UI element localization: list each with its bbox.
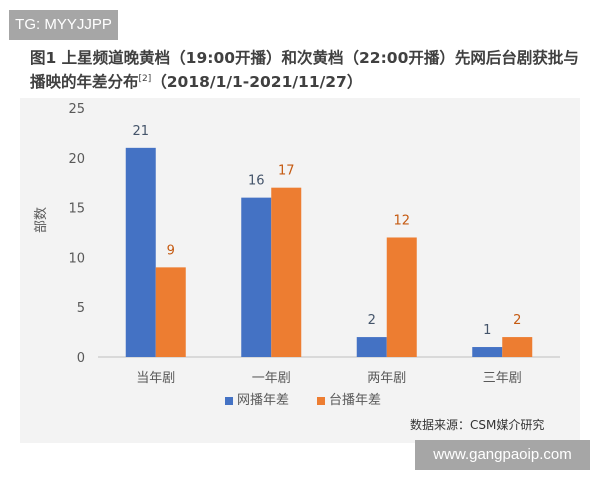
legend-swatch <box>225 396 233 405</box>
bar <box>125 147 156 357</box>
y-tick-label: 5 <box>77 301 85 316</box>
legend-swatch <box>317 396 326 405</box>
y-tick-label: 25 <box>68 102 85 117</box>
bar <box>241 197 272 357</box>
bar <box>155 267 186 357</box>
chart-title: 图1 上星频道晚黄档（19:00开播）和次黄档（22:00开播）先网后台剧获批与… <box>30 49 579 92</box>
bar <box>502 337 533 357</box>
legend-item-online: 网播年差 <box>225 389 289 408</box>
watermark-bottom: www.gangpaoip.com <box>415 440 590 470</box>
y-tick-label: 15 <box>68 202 85 217</box>
data-label: 2 <box>513 313 521 328</box>
data-label: 17 <box>278 164 295 179</box>
x-tick-label: 三年剧 <box>483 371 522 386</box>
data-label: 16 <box>248 174 265 189</box>
bar <box>472 347 503 357</box>
data-label: 2 <box>368 313 376 328</box>
data-label: 12 <box>393 213 410 228</box>
x-tick-label: 两年剧 <box>367 371 406 386</box>
data-label: 21 <box>132 124 149 139</box>
y-tick-label: 20 <box>68 152 85 167</box>
bar <box>386 237 417 357</box>
bar <box>271 187 302 357</box>
x-tick-label: 当年剧 <box>136 371 175 386</box>
watermark-top: TG: MYYJJPP <box>9 10 118 40</box>
data-source: 数据来源：CSM媒介研究 <box>410 418 545 432</box>
data-label: 1 <box>483 323 491 338</box>
y-axis-label: 部数 <box>34 207 49 233</box>
legend: 网播年差 台播年差 <box>225 389 381 408</box>
legend-item-tv: 台播年差 <box>317 389 381 408</box>
bar <box>356 337 387 357</box>
data-label: 9 <box>167 243 175 258</box>
y-tick-label: 10 <box>68 251 85 266</box>
x-tick-label: 一年剧 <box>252 371 291 386</box>
y-tick-label: 0 <box>77 351 85 366</box>
